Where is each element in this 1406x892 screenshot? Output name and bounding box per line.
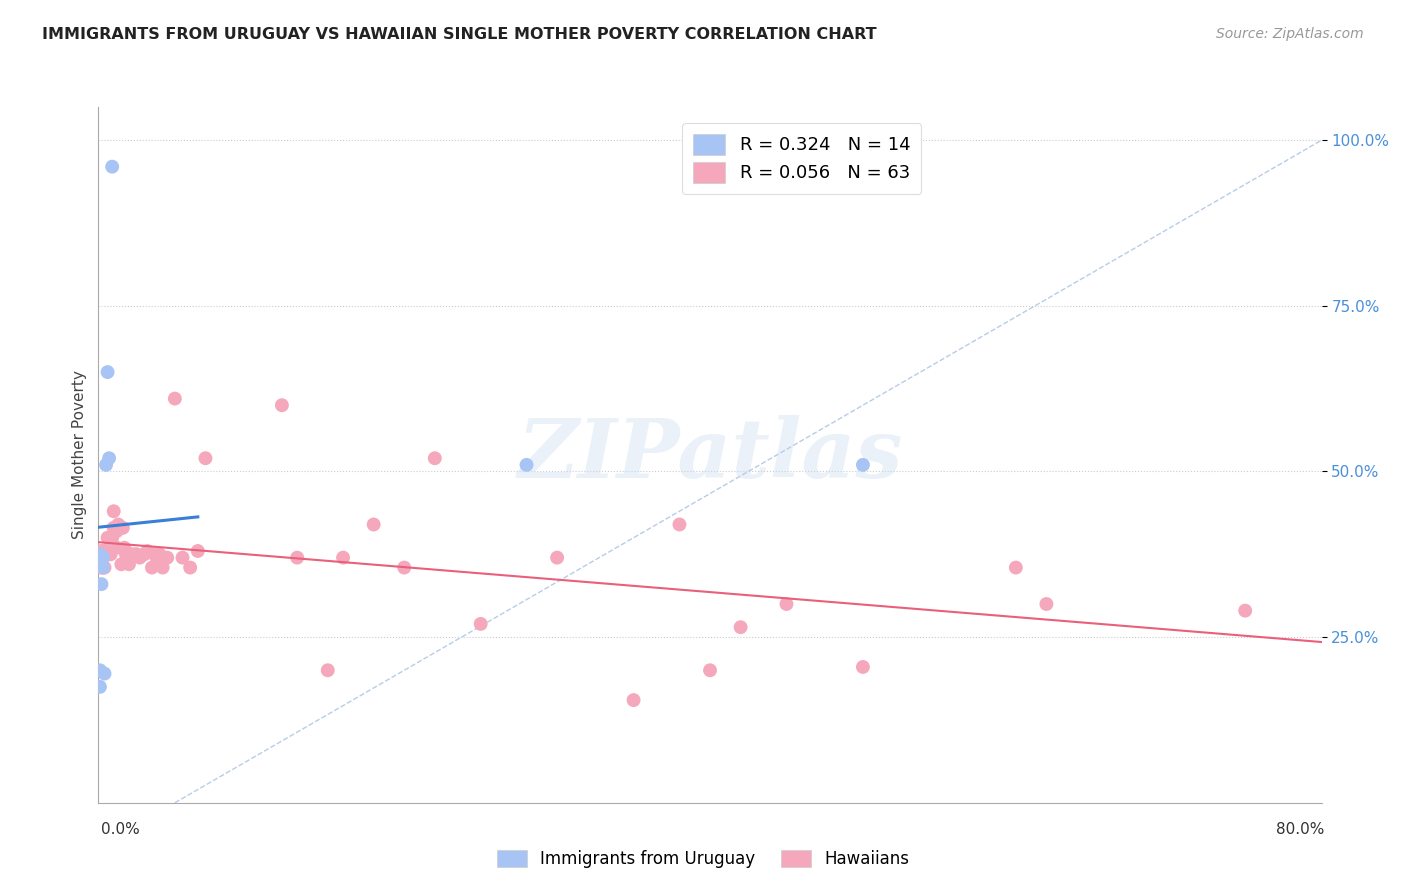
Point <box>141 560 163 574</box>
Point <box>134 547 156 561</box>
Point <box>145 550 167 565</box>
Point <box>100 547 122 561</box>
Point <box>149 547 172 561</box>
Point <box>363 517 385 532</box>
Point <box>316 663 339 677</box>
Point <box>105 524 128 538</box>
Point <box>103 504 125 518</box>
Point <box>120 550 142 565</box>
Y-axis label: Single Mother Poverty: Single Mother Poverty <box>72 370 87 540</box>
Point <box>623 693 645 707</box>
Point <box>94 544 117 558</box>
Point <box>90 558 112 572</box>
Point <box>852 458 875 472</box>
Point <box>103 521 125 535</box>
Point <box>852 660 875 674</box>
Point <box>730 620 752 634</box>
Point <box>117 547 139 561</box>
Point <box>516 458 538 472</box>
Point <box>101 160 124 174</box>
Point <box>93 547 115 561</box>
Point <box>118 558 141 572</box>
Point <box>285 550 308 565</box>
Text: ZIPatlas: ZIPatlas <box>517 415 903 495</box>
Point <box>89 680 111 694</box>
Point <box>98 451 121 466</box>
Point <box>546 550 568 565</box>
Legend: R = 0.324   N = 14, R = 0.056   N = 63: R = 0.324 N = 14, R = 0.056 N = 63 <box>682 123 921 194</box>
Point <box>105 541 128 555</box>
Text: 80.0%: 80.0% <box>1277 822 1324 837</box>
Point <box>97 365 120 379</box>
Point <box>98 531 121 545</box>
Point <box>93 666 115 681</box>
Point <box>93 560 115 574</box>
Point <box>90 544 112 558</box>
Point <box>125 547 148 561</box>
Point <box>89 663 111 677</box>
Point <box>97 531 120 545</box>
Point <box>124 547 146 561</box>
Point <box>91 560 114 574</box>
Point <box>470 616 492 631</box>
Point <box>107 517 129 532</box>
Point <box>128 550 150 565</box>
Point <box>89 558 111 572</box>
Point <box>89 550 111 565</box>
Point <box>187 544 209 558</box>
Point <box>668 517 690 532</box>
Point <box>90 577 112 591</box>
Legend: Immigrants from Uruguay, Hawaiians: Immigrants from Uruguay, Hawaiians <box>491 843 915 875</box>
Point <box>163 392 186 406</box>
Point <box>89 547 111 561</box>
Point <box>699 663 721 677</box>
Point <box>90 560 112 574</box>
Point <box>104 521 127 535</box>
Point <box>423 451 446 466</box>
Point <box>143 547 166 561</box>
Point <box>121 547 143 561</box>
Point <box>1234 604 1257 618</box>
Point <box>97 547 120 561</box>
Point <box>156 550 179 565</box>
Point <box>332 550 354 565</box>
Point <box>91 544 114 558</box>
Point <box>172 550 194 565</box>
Point <box>91 560 114 574</box>
Text: Source: ZipAtlas.com: Source: ZipAtlas.com <box>1216 27 1364 41</box>
Point <box>152 560 174 574</box>
Point <box>112 541 135 555</box>
Point <box>115 547 138 561</box>
Point <box>111 521 134 535</box>
Point <box>94 458 117 472</box>
Point <box>270 398 292 412</box>
Text: 0.0%: 0.0% <box>101 822 141 837</box>
Point <box>91 550 114 565</box>
Text: IMMIGRANTS FROM URUGUAY VS HAWAIIAN SINGLE MOTHER POVERTY CORRELATION CHART: IMMIGRANTS FROM URUGUAY VS HAWAIIAN SING… <box>42 27 877 42</box>
Point <box>110 558 132 572</box>
Point <box>775 597 797 611</box>
Point <box>100 531 122 545</box>
Point <box>1004 560 1026 574</box>
Point <box>136 544 159 558</box>
Point <box>1035 597 1057 611</box>
Point <box>179 560 201 574</box>
Point <box>392 560 416 574</box>
Point <box>101 531 124 545</box>
Point <box>194 451 217 466</box>
